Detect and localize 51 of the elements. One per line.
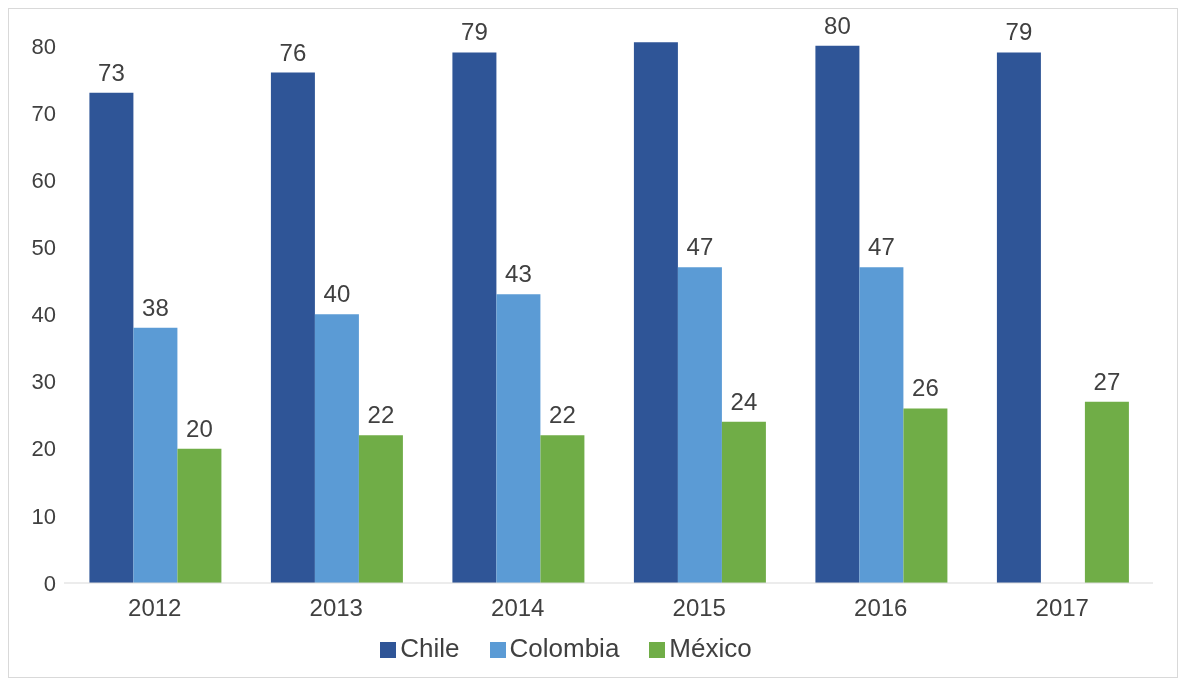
legend-label: México — [669, 633, 752, 663]
data-label: 22 — [367, 401, 395, 429]
data-label: 47 — [686, 233, 714, 261]
legend-label: Colombia — [509, 633, 620, 663]
data-label: 27 — [1093, 367, 1121, 395]
bar — [89, 92, 134, 583]
data-label: 73 — [98, 58, 125, 86]
x-tick-label: 2014 — [491, 594, 545, 622]
data-label: 24 — [730, 387, 758, 415]
y-tick-label: 80 — [31, 33, 56, 59]
data-label: 79 — [1005, 18, 1033, 46]
y-tick-label: 70 — [31, 100, 56, 126]
data-label: 43 — [505, 260, 532, 288]
y-tick-label: 20 — [31, 436, 56, 462]
bar — [270, 72, 315, 583]
bar — [540, 435, 585, 583]
y-tick-label: 10 — [31, 503, 56, 529]
bar — [677, 267, 722, 583]
data-label: 38 — [142, 293, 169, 321]
x-tick-label: 2017 — [1035, 594, 1089, 622]
x-tick-label: 2015 — [672, 594, 726, 622]
data-label: 47 — [868, 233, 895, 261]
bar — [496, 294, 541, 583]
bar — [633, 42, 678, 583]
bar — [721, 421, 766, 583]
data-label: 20 — [186, 414, 213, 442]
x-tick-label: 2012 — [128, 594, 182, 622]
bar — [452, 52, 497, 583]
bar — [133, 327, 178, 583]
data-label: 26 — [912, 374, 939, 402]
y-tick-label: 60 — [31, 167, 56, 193]
y-tick-label: 40 — [31, 302, 56, 328]
bar — [815, 45, 860, 583]
data-label: 80 — [824, 11, 851, 39]
bar — [1084, 401, 1129, 583]
y-tick-label: 0 — [43, 570, 56, 596]
x-tick-label: 2016 — [854, 594, 908, 622]
bar — [358, 435, 403, 583]
bar — [859, 267, 904, 583]
bar — [314, 314, 359, 583]
data-label: 76 — [279, 38, 307, 66]
bar — [903, 408, 948, 583]
bar — [996, 52, 1041, 583]
legend-label: Chile — [400, 633, 460, 663]
y-tick-label: 30 — [31, 369, 56, 395]
y-tick-label: 50 — [31, 235, 56, 261]
data-label: 40 — [323, 280, 351, 308]
x-tick-label: 2013 — [309, 594, 363, 622]
data-label: 22 — [549, 401, 576, 429]
data-label: 79 — [461, 18, 488, 46]
bar — [177, 448, 222, 583]
